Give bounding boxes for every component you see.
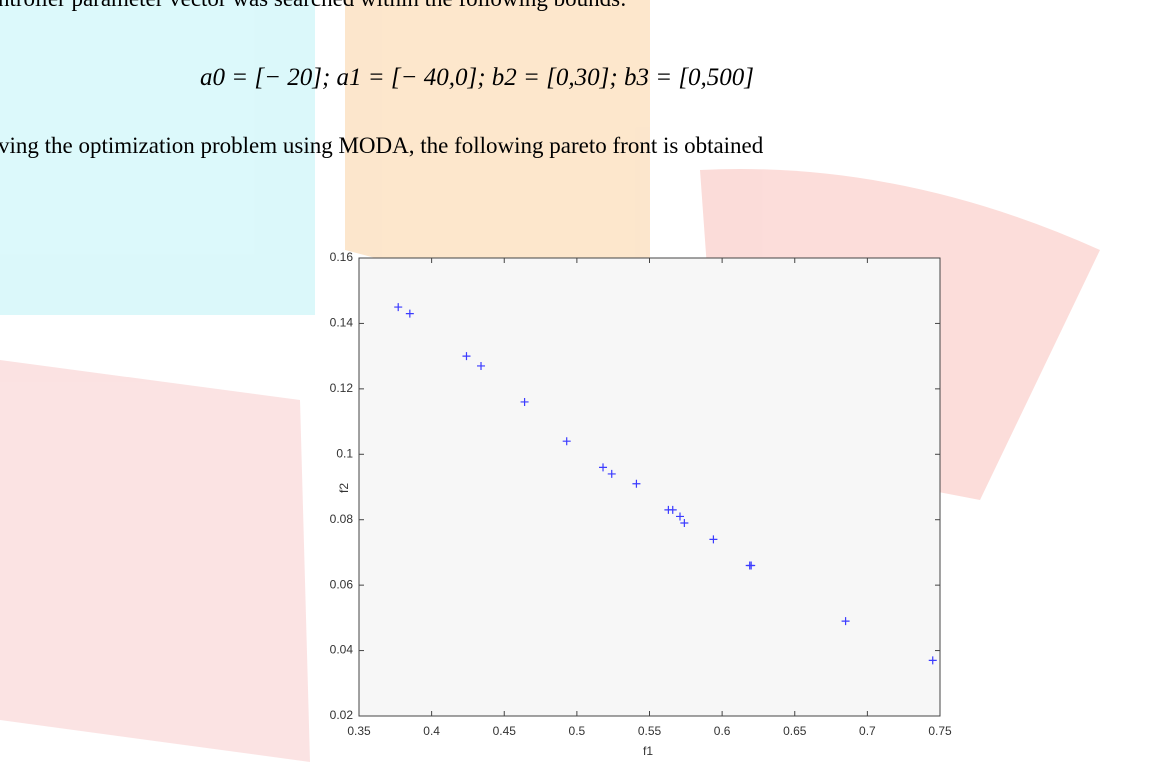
equation: a0 = [− 20]; a1 = [− 40,0]; b2 = [0,30];… (200, 64, 754, 91)
point (405, 309, 414, 318)
x-tick-label: 0.45 (493, 724, 517, 738)
y-tick-label: 0.02 (330, 708, 354, 722)
x-tick-label: 0.5 (569, 724, 586, 738)
point (928, 656, 937, 665)
point (607, 469, 616, 478)
point (520, 397, 529, 406)
point (562, 437, 571, 446)
y-tick-label: 0.06 (330, 577, 354, 591)
y-tick-label: 0.14 (330, 316, 354, 330)
y-tick-label: 0.04 (330, 643, 354, 657)
point (632, 479, 641, 488)
body-text: ving the optimization problem using MODA… (0, 133, 764, 158)
point (477, 361, 486, 370)
point (747, 561, 756, 570)
point (462, 352, 471, 361)
y-tick-label: 0.1 (336, 446, 353, 460)
x-tick-label: 0.7 (859, 724, 876, 738)
body-text: ntroller parameter vector was searched w… (0, 0, 626, 11)
x-tick-label: 0.75 (928, 724, 952, 738)
y-tick-label: 0.16 (330, 250, 354, 264)
point (668, 505, 677, 514)
x-tick-label: 0.65 (783, 724, 807, 738)
y-tick-label: 0.08 (330, 512, 354, 526)
watermark (0, 0, 1100, 762)
x-tick-label: 0.6 (714, 724, 731, 738)
y-axis-label: f2 (337, 483, 351, 493)
x-axis-label: f1 (643, 744, 653, 758)
point (676, 512, 685, 521)
watermark-orange (345, 0, 650, 330)
watermark-cyan (0, 0, 315, 315)
watermark-pink (0, 360, 310, 762)
point (709, 535, 718, 544)
x-tick-label: 0.35 (347, 724, 371, 738)
plot-area (358, 257, 941, 717)
x-tick-label: 0.55 (638, 724, 662, 738)
y-tick-label: 0.12 (330, 381, 354, 395)
point (599, 463, 608, 472)
point (394, 303, 403, 312)
x-tick-label: 0.4 (423, 724, 440, 738)
point (680, 518, 689, 527)
point (841, 617, 850, 626)
